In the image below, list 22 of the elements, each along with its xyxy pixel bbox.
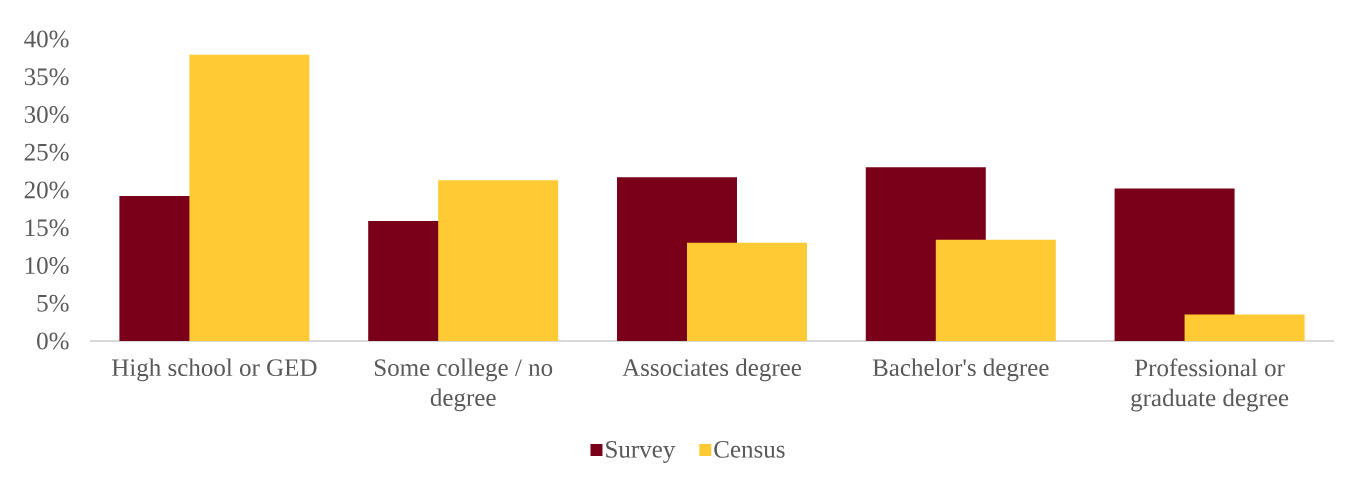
x-tick-label: High school or GED <box>112 358 317 382</box>
y-tick-label: 5% <box>37 294 69 312</box>
y-tick-label: 35% <box>24 68 69 86</box>
legend-label: Census <box>714 441 785 458</box>
y-tick-label: 20% <box>24 181 69 199</box>
x-tick-label: Bachelor's degree <box>872 358 1049 382</box>
legend-label: Survey <box>606 441 676 463</box>
x-tick-label: Professional or graduate degree <box>1131 358 1289 412</box>
bar <box>686 242 807 341</box>
x-tick-label: Some college / no degree <box>374 358 553 412</box>
bar <box>1114 188 1235 341</box>
y-tick-label: 10% <box>25 257 69 274</box>
bar <box>935 239 1056 341</box>
bar <box>438 180 559 341</box>
y-tick-label: 30% <box>24 106 69 123</box>
y-tick-label: 25% <box>24 143 69 161</box>
bar <box>1184 314 1305 341</box>
y-tick-label: 40% <box>24 30 69 48</box>
x-tick-label: Associates degree <box>622 358 801 382</box>
y-tick-label: 0% <box>37 332 69 350</box>
bar <box>189 54 310 341</box>
y-tick-label: 15% <box>25 219 69 237</box>
